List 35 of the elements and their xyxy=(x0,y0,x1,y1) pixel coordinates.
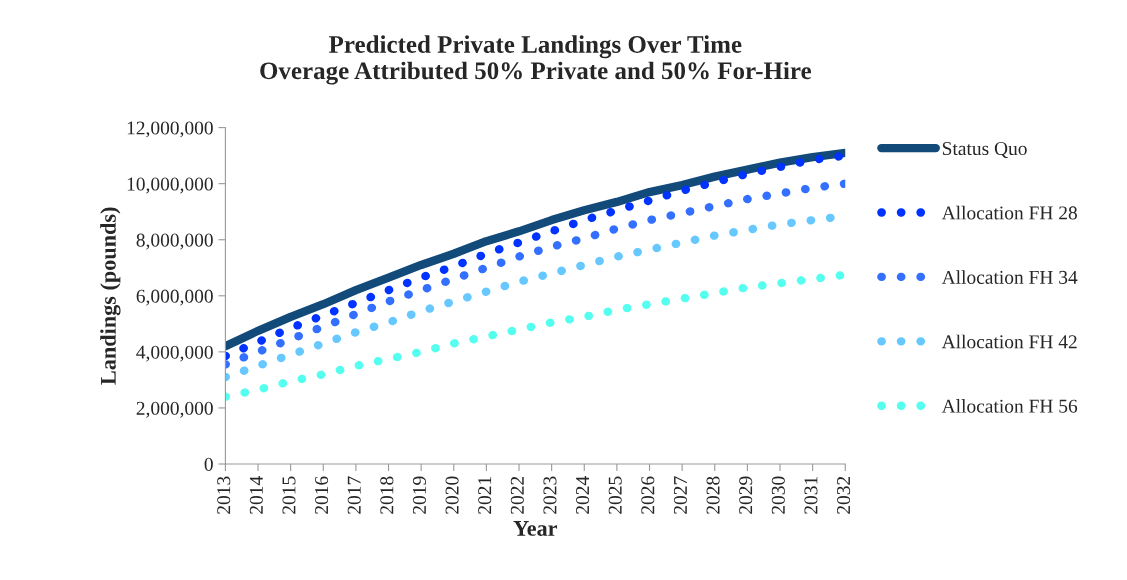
y-tick-label: 10,000,000 xyxy=(127,177,213,194)
x-tick-label: 2017 xyxy=(347,476,361,514)
legend-label: Allocation FH 34 xyxy=(941,270,1078,284)
x-tick-label: 2013 xyxy=(217,476,231,514)
y-axis-title: Landings (pounds) xyxy=(100,207,121,385)
x-tick-label: 2020 xyxy=(445,476,459,514)
x-tick-label: 2019 xyxy=(412,476,427,514)
x-tick-label: 2031 xyxy=(804,476,818,514)
x-tick-label: 2024 xyxy=(576,476,590,514)
x-tick-label: 2027 xyxy=(673,476,687,514)
x-tick-label: 2018 xyxy=(380,476,394,514)
legend-label: Status Quo xyxy=(942,142,1027,159)
x-tick-label: 2016 xyxy=(315,476,329,514)
x-tick-label: 2025 xyxy=(608,476,622,514)
y-tick-label: 6,000,000 xyxy=(136,289,213,306)
x-tick-label: 2032 xyxy=(837,476,851,514)
y-tick-label: 8,000,000 xyxy=(136,233,213,250)
x-tick-label: 2022 xyxy=(510,476,524,514)
legend-label: Allocation FH 28 xyxy=(941,205,1077,220)
x-tick-label: 2028 xyxy=(706,476,720,514)
x-tick-label: 2023 xyxy=(543,476,557,514)
chart-title: Predicted Private Landings Over Time Overage Attributed 50% Private and 50% For-Hire xyxy=(260,35,812,85)
x-tick-label: 2030 xyxy=(771,476,785,514)
legend-label: Allocation FH 42 xyxy=(941,334,1077,349)
x-tick-label: 2014 xyxy=(249,476,263,514)
x-tick-label: 2021 xyxy=(478,476,492,514)
y-tick-label: 4,000,000 xyxy=(136,345,213,362)
y-tick-label: 2,000,000 xyxy=(136,401,213,418)
y-tick-label: 0 xyxy=(204,457,213,471)
legend-label: Allocation FH 56 xyxy=(941,399,1078,413)
x-axis-title: Year xyxy=(513,521,558,536)
x-tick-label: 2026 xyxy=(641,476,655,514)
y-tick-label: 12,000,000 xyxy=(127,121,213,138)
x-tick-label: 2015 xyxy=(282,476,296,514)
x-tick-label: 2029 xyxy=(739,476,753,514)
